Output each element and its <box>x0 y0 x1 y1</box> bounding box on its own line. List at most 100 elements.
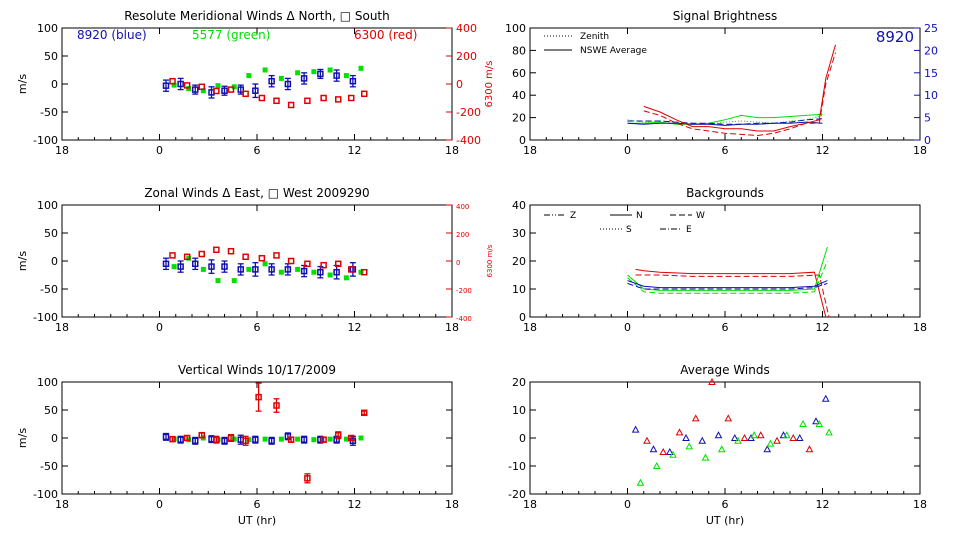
y-right-tick-label: -400 <box>456 134 481 147</box>
y-axis-label: m/s <box>16 251 29 271</box>
data-point <box>636 478 645 486</box>
data-point <box>649 445 658 453</box>
y-tick-label: 0 <box>51 255 58 268</box>
series-line <box>643 52 836 137</box>
data-point <box>208 263 215 270</box>
data-point <box>335 431 342 439</box>
data-point <box>169 435 176 443</box>
data-point <box>177 436 184 443</box>
y-right-tick-label: 5 <box>924 112 931 125</box>
x-tick-label: 0 <box>624 498 631 511</box>
y-right-tick-label: 400 <box>456 203 469 211</box>
data-point <box>766 439 775 447</box>
data-point <box>805 445 814 453</box>
x-axis-label: UT (hr) <box>706 514 744 527</box>
data-point <box>335 260 342 268</box>
x-axis-label: UT (hr) <box>238 514 276 527</box>
data-point <box>724 414 733 422</box>
y-tick-label: -100 <box>33 134 58 147</box>
x-tick-label: 18 <box>55 144 69 157</box>
data-point <box>821 394 830 402</box>
y-tick-label: 100 <box>505 22 526 35</box>
data-point <box>311 69 317 75</box>
data-point <box>278 75 284 81</box>
data-point <box>730 433 739 441</box>
data-point <box>227 86 235 93</box>
data-point <box>799 419 807 427</box>
series-line <box>635 268 827 318</box>
y-tick-label: -10 <box>508 460 526 473</box>
panel-average: Average Winds 18 0 6 12 18 20 10 0 -10 -20 UT (hr) <box>508 363 927 527</box>
x-tick-label: 6 <box>722 321 729 334</box>
data-point <box>221 263 228 270</box>
data-point <box>327 67 333 73</box>
y-tick-label: 100 <box>37 22 58 35</box>
y-tick-label: 10 <box>512 283 526 296</box>
x-tick-label: 12 <box>348 321 362 334</box>
chart-title: Resolute Meridional Winds Δ North, □ Sou… <box>124 9 390 23</box>
series-line <box>627 121 823 126</box>
y-right-axis-label: 6300 m/s <box>486 244 494 277</box>
data-point <box>268 266 275 273</box>
series-line <box>627 246 828 291</box>
data-point <box>255 393 262 401</box>
data-point <box>300 267 308 275</box>
data-point <box>177 80 184 88</box>
data-point <box>246 73 252 79</box>
x-tick-label: 18 <box>523 321 537 334</box>
data-point <box>169 77 176 85</box>
data-point <box>361 90 368 98</box>
data-point <box>348 434 355 442</box>
data-point <box>237 86 244 93</box>
legend-entry: E <box>686 225 692 235</box>
data-point <box>242 253 249 261</box>
y-tick-label: -50 <box>40 283 58 296</box>
panel-vertical: Vertical Winds 10/17/2009 18 0 6 12 18 100 50 0 -… <box>16 363 459 527</box>
data-point <box>348 266 355 273</box>
data-point <box>287 257 295 265</box>
x-tick-label: 18 <box>523 144 537 157</box>
data-point <box>740 433 749 441</box>
data-point <box>268 77 275 85</box>
data-point <box>750 431 759 439</box>
x-tick-label: 18 <box>445 144 459 157</box>
y-tick-label: 0 <box>519 134 526 147</box>
series-line <box>627 260 828 294</box>
data-point <box>361 409 368 417</box>
data-point <box>825 428 833 436</box>
plot-frame <box>529 381 921 495</box>
plot-frame <box>61 204 453 318</box>
x-tick-label: 18 <box>55 321 69 334</box>
y-right-tick-label: 200 <box>456 231 469 239</box>
y-axis-label: m/s <box>16 74 29 94</box>
series-line <box>627 282 828 290</box>
data-point <box>213 436 220 443</box>
x-tick-label: 0 <box>624 144 631 157</box>
chart-title: Average Winds <box>680 363 770 377</box>
x-tick-label: 6 <box>254 321 261 334</box>
data-point <box>714 431 723 439</box>
data-point <box>295 266 301 272</box>
data-point <box>643 436 651 444</box>
x-tick-label: 6 <box>254 144 261 157</box>
data-point <box>200 88 206 94</box>
y-tick-label: 0 <box>51 432 58 445</box>
y-right-tick-label: 15 <box>924 67 938 80</box>
y-right-tick-label: 200 <box>456 50 477 63</box>
y-tick-label: 40 <box>512 199 526 212</box>
x-tick-label: 6 <box>254 498 261 511</box>
x-tick-label: 18 <box>913 144 927 157</box>
x-tick-label: 12 <box>816 498 830 511</box>
chart-title: Signal Brightness <box>673 9 778 23</box>
data-point <box>358 65 364 71</box>
legend-entry: Z <box>570 211 576 221</box>
y-tick-label: -20 <box>508 488 526 501</box>
data-point <box>171 436 177 442</box>
data-point <box>311 437 317 443</box>
data-point <box>287 436 295 443</box>
data-point <box>815 419 824 427</box>
data-point <box>284 80 292 88</box>
